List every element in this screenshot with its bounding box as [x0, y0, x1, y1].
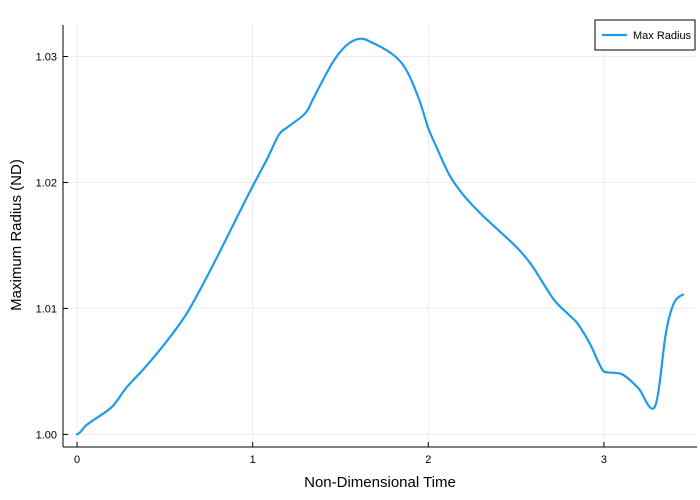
series-line-max-radius [75, 37, 685, 436]
axes [62, 25, 697, 448]
x-tick-label: 0 [74, 454, 80, 466]
y-tick-label: 1.01 [36, 303, 57, 315]
x-tick-label: 2 [425, 454, 431, 466]
legend-box [594, 19, 696, 51]
y-tick-label: 1.00 [36, 429, 57, 441]
x-tick-label: 1 [250, 454, 256, 466]
series-layer [75, 37, 685, 436]
x-axis-title: Non-Dimensional Time [304, 474, 456, 491]
y-tick-label: 1.02 [36, 177, 57, 189]
legend: Max Radius [594, 19, 696, 51]
legend-label-max-radius: Max Radius [633, 30, 692, 42]
grid [63, 25, 697, 447]
ticks: 0 1 2 3 1.00 1.01 1.02 1.03 [36, 51, 607, 466]
y-tick-label: 1.03 [36, 51, 57, 63]
y-axis-title: Maximum Radius (ND) [8, 159, 25, 311]
x-tick-label: 3 [601, 454, 607, 466]
